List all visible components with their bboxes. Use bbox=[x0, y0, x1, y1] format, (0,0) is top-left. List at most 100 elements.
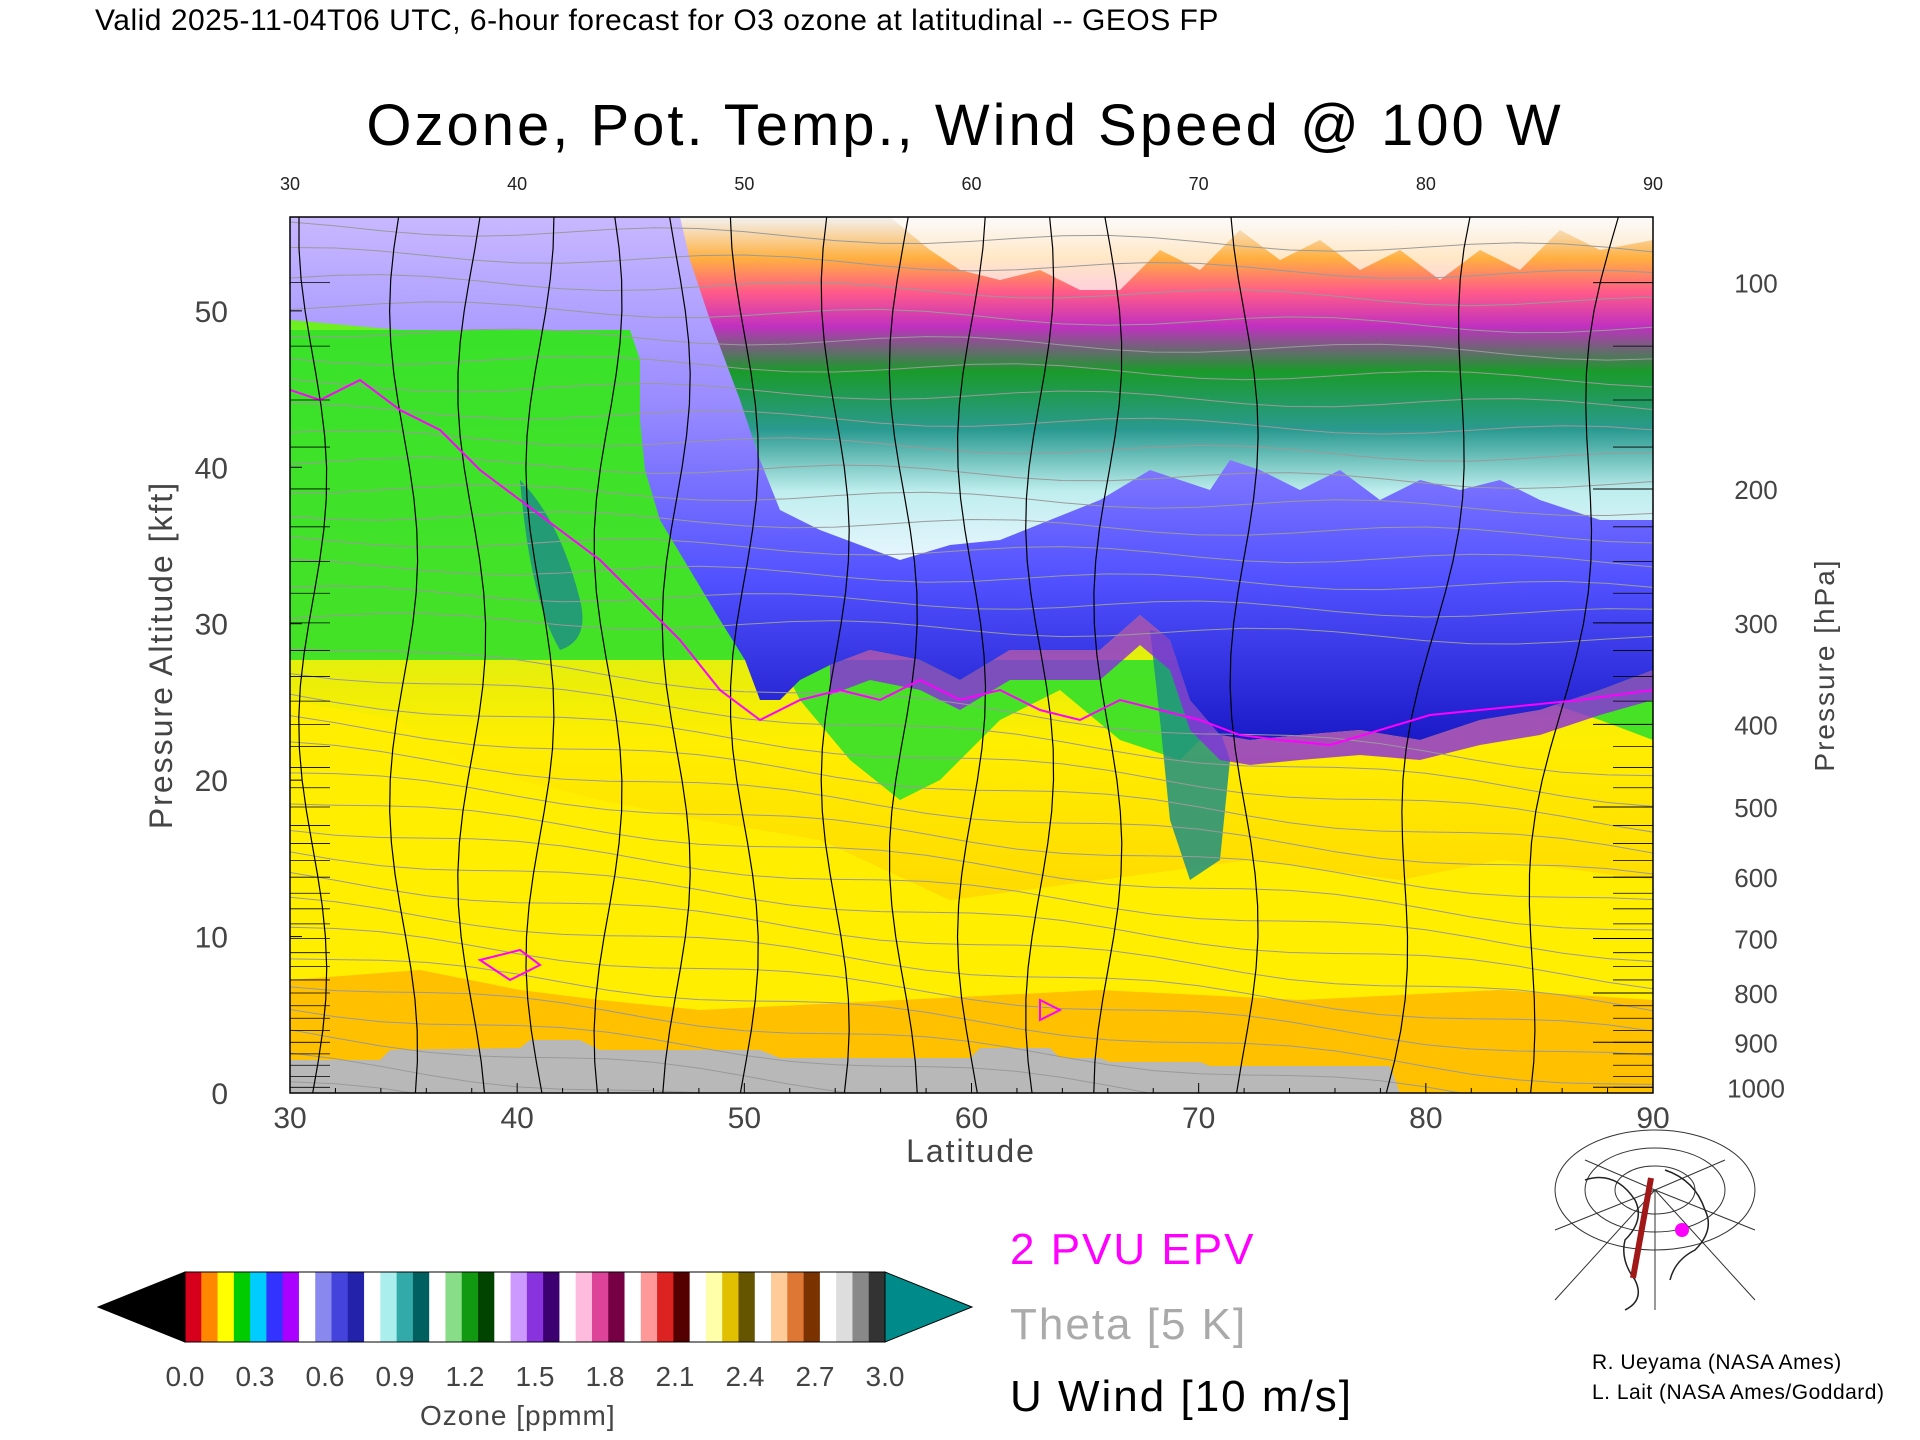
theta-contour bbox=[290, 896, 1653, 1032]
epv-patch bbox=[477, 948, 1063, 1022]
uwind-contour bbox=[888, 217, 918, 1093]
colorbar-swatch bbox=[233, 1272, 251, 1342]
colorbar-swatch bbox=[575, 1272, 593, 1342]
y-axis-left: 0 10 20 30 40 50 bbox=[195, 296, 302, 1111]
y-tick-left: 30 bbox=[195, 609, 228, 642]
theta-contour bbox=[290, 958, 1653, 1085]
colorbar-tick: 0.6 bbox=[306, 1361, 345, 1392]
colorbar-swatch bbox=[396, 1272, 414, 1342]
colorbar-swatch bbox=[185, 1272, 202, 1342]
theta-contour bbox=[290, 741, 1653, 875]
colorbar-swatch bbox=[445, 1272, 463, 1342]
theta-contour bbox=[290, 247, 1653, 279]
colorbar-swatch bbox=[787, 1272, 805, 1342]
legend-uwind: U Wind [10 m/s] bbox=[1010, 1372, 1353, 1421]
theta-contour bbox=[290, 803, 1653, 931]
theta-contour bbox=[290, 830, 1653, 962]
colorbar-swatch bbox=[738, 1272, 756, 1342]
x-tick-top: 30 bbox=[280, 174, 300, 194]
colorbar-swatch bbox=[282, 1272, 300, 1342]
y-tick-right: 1000 bbox=[1727, 1073, 1785, 1103]
x-tick-top: 90 bbox=[1643, 174, 1663, 194]
x-tick-top: 80 bbox=[1416, 174, 1436, 194]
theta-contour bbox=[290, 511, 1653, 544]
theta-contour bbox=[290, 693, 1653, 833]
y-tick-right: 700 bbox=[1734, 924, 1777, 954]
legend-epv: 2 PVU EPV bbox=[1010, 1225, 1256, 1274]
colorbar-swatch bbox=[543, 1272, 561, 1342]
colorbar-swatch bbox=[315, 1272, 333, 1342]
colorbar-swatch bbox=[754, 1272, 772, 1342]
uwind-contours bbox=[298, 217, 1619, 1093]
colorbar-swatch bbox=[217, 1272, 235, 1342]
x-tick-top: 40 bbox=[507, 174, 527, 194]
inset-map bbox=[1554, 1129, 1756, 1311]
x-tick-bottom: 80 bbox=[1409, 1102, 1442, 1135]
uwind-contour bbox=[661, 217, 691, 1093]
colorbar-tick: 1.8 bbox=[586, 1361, 625, 1392]
y-axis-label-left: Pressure Altitude [kft] bbox=[143, 481, 179, 829]
epv-line bbox=[290, 378, 1653, 747]
y-tick-right: 500 bbox=[1734, 793, 1777, 823]
x-tick-bottom: 90 bbox=[1636, 1102, 1669, 1135]
colorbar-swatch bbox=[836, 1272, 854, 1342]
theta-contour bbox=[290, 355, 1653, 388]
uwind-contour bbox=[1229, 217, 1259, 1093]
colorbar-tick: 1.5 bbox=[516, 1361, 555, 1392]
y-tick-right: 600 bbox=[1734, 863, 1777, 893]
theta-contour bbox=[290, 536, 1653, 568]
colorbar-swatch bbox=[608, 1272, 626, 1342]
colorbar-swatch bbox=[412, 1272, 430, 1342]
colorbar-swatch bbox=[201, 1272, 219, 1342]
colorbar-tick: 3.0 bbox=[866, 1361, 905, 1392]
uwind-contour bbox=[1385, 217, 1471, 1093]
colorbar-low-arrow bbox=[96, 1271, 186, 1343]
x-tick-bottom: 60 bbox=[955, 1102, 988, 1135]
colorbar-tick: 2.7 bbox=[796, 1361, 835, 1392]
colorbar-swatch bbox=[298, 1272, 316, 1342]
colorbar-swatch bbox=[429, 1272, 447, 1342]
colorbar-swatch bbox=[673, 1272, 691, 1342]
map-marker bbox=[1675, 1223, 1689, 1237]
y-tick-left: 40 bbox=[195, 452, 228, 485]
y-tick-right: 300 bbox=[1734, 609, 1777, 639]
uwind-contour bbox=[956, 217, 987, 1093]
colorbar-frame bbox=[184, 1271, 886, 1343]
colorbar-tick: 1.2 bbox=[446, 1361, 485, 1392]
x-axis-top: 30 40 50 60 70 80 90 bbox=[280, 174, 1663, 194]
chart-title: Ozone, Pot. Temp., Wind Speed @ 100 W bbox=[366, 93, 1564, 158]
uwind-contour bbox=[1025, 217, 1055, 1093]
theta-contour bbox=[290, 872, 1653, 1012]
uwind-contour bbox=[457, 217, 487, 1093]
theta-contour bbox=[290, 456, 1653, 490]
colorbar-swatch bbox=[705, 1272, 723, 1342]
colorbar-swatch bbox=[347, 1272, 365, 1342]
colorbar-swatch bbox=[364, 1272, 381, 1342]
colorbar-tick: 2.1 bbox=[656, 1361, 695, 1392]
colorbar-swatch bbox=[331, 1272, 349, 1342]
colorbar-swatch bbox=[657, 1272, 674, 1342]
y-axis-label-right: Pressure [hPa] bbox=[1809, 558, 1840, 771]
theta-contour bbox=[290, 558, 1653, 591]
colorbar-swatch bbox=[771, 1272, 788, 1342]
uwind-contour bbox=[298, 217, 328, 1093]
colorbar-swatch bbox=[591, 1272, 609, 1342]
x-tick-bottom: 70 bbox=[1182, 1102, 1215, 1135]
colorbar-swatch bbox=[689, 1272, 707, 1342]
colorbar-swatch bbox=[722, 1272, 740, 1342]
x-axis-label: Latitude bbox=[906, 1133, 1036, 1169]
ozone-colorbar bbox=[96, 1271, 974, 1343]
theta-contour bbox=[290, 772, 1653, 900]
y-tick-right: 100 bbox=[1734, 269, 1777, 299]
theta-contour bbox=[290, 851, 1653, 990]
colorbar-swatch bbox=[380, 1272, 398, 1342]
colorbar-swatch bbox=[494, 1272, 512, 1342]
y-tick-right: 400 bbox=[1734, 710, 1777, 740]
colorbar-swatch bbox=[526, 1272, 544, 1342]
theta-contour bbox=[290, 328, 1653, 361]
colorbar-swatch bbox=[461, 1272, 479, 1342]
map-track bbox=[1630, 1177, 1654, 1279]
colorbar-tick: 0.9 bbox=[376, 1361, 415, 1392]
theta-contour bbox=[290, 484, 1653, 517]
